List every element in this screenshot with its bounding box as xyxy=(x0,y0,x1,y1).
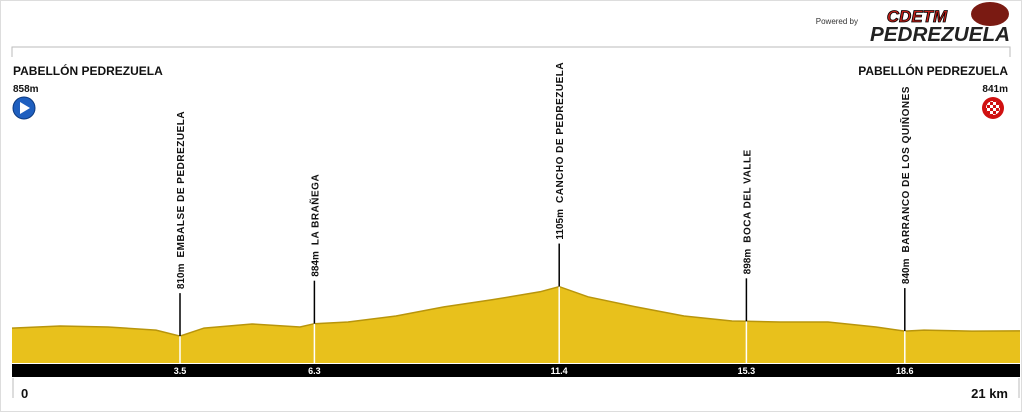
end-name: PABELLÓN PEDREZUELA xyxy=(858,63,1008,78)
logo-text: PEDREZUELA xyxy=(870,24,1010,46)
waypoint-elevation: 898m xyxy=(742,249,753,275)
waypoint-elevation: 1105m xyxy=(555,209,566,240)
elevation-edge xyxy=(11,285,1021,337)
powered-by: Powered by xyxy=(816,17,858,26)
logo-text: CDETM xyxy=(887,7,948,26)
waypoint-km: 6.3 xyxy=(308,366,321,376)
start-icon xyxy=(12,96,36,120)
start-elevation: 858m xyxy=(13,84,39,95)
end-elevation: 841m xyxy=(982,84,1008,95)
x-tick-label: 0 xyxy=(21,386,28,401)
waypoint-name: CANCHO DE PEDREZUELA xyxy=(555,62,566,203)
waypoint-km: 18.6 xyxy=(896,366,914,376)
header-rule xyxy=(11,46,1011,57)
x-tick-label: 21 km xyxy=(971,386,1008,401)
distance-bar xyxy=(12,364,1020,377)
elevation-area xyxy=(12,286,1020,363)
waypoint-name: BOCA DEL VALLE xyxy=(742,149,753,242)
waypoint-elevation: 810m xyxy=(176,263,187,289)
start-name: PABELLÓN PEDREZUELA xyxy=(13,63,163,78)
waypoint-km: 3.5 xyxy=(174,366,187,376)
waypoint-km: 11.4 xyxy=(551,366,568,376)
logo: CDETM PEDREZUELA xyxy=(870,2,1010,46)
waypoint-elevation: 884m xyxy=(310,251,321,277)
waypoint-name: BARRANCO DE LOS QUIÑONES xyxy=(899,86,912,252)
waypoint-name: LA BRAÑEGA xyxy=(308,174,321,245)
finish-icon xyxy=(982,97,1004,119)
logo-emblem xyxy=(971,2,1009,26)
waypoint-km: 15.3 xyxy=(738,366,756,376)
waypoint-elevation: 840m xyxy=(901,258,912,284)
waypoint-name: EMBALSE DE PEDREZUELA xyxy=(176,111,187,258)
